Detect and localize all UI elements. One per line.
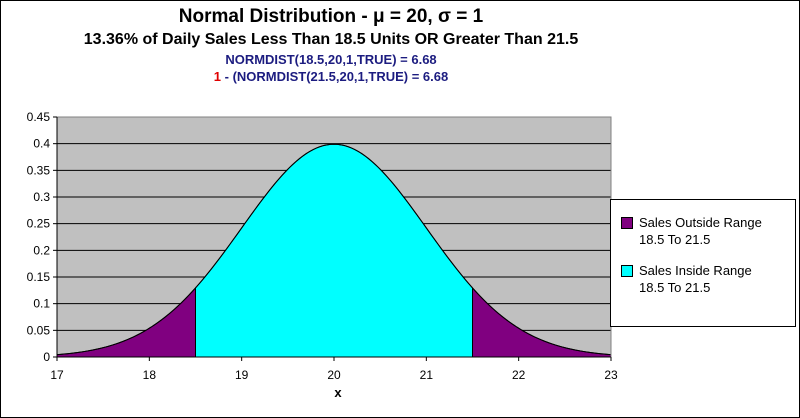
y-tick-label: 0.35 [27,163,51,177]
legend-label-inside-line1: Sales Inside Range [639,263,752,278]
legend-swatch-inside [621,265,633,277]
x-tick-label: 20 [327,368,341,382]
legend-item-inside: Sales Inside Range 18.5 To 21.5 [611,262,795,296]
chart-subtitle: 13.36% of Daily Sales Less Than 18.5 Uni… [83,31,579,48]
x-tick-label: 21 [420,368,434,382]
y-tick-label: 0.1 [33,297,50,311]
x-tick-label: 19 [235,368,249,382]
legend: Sales Outside Range 18.5 To 21.5 Sales I… [610,199,796,327]
annotation-line-1: NORMDIST(18.5,20,1,TRUE) = 6.68 [225,52,437,67]
x-tick-label: 22 [512,368,526,382]
legend-label-inside-line2: 18.5 To 21.5 [639,280,711,295]
x-axis-ticks: 17 18 19 20 21 22 23 [50,356,618,382]
y-axis-ticks: 0 0.05 0.1 0.15 0.2 0.25 0.3 0.35 0.4 0.45 [27,110,58,364]
y-tick-label: 0.25 [27,217,51,231]
x-tick-label: 18 [143,368,157,382]
y-tick-label: 0.05 [27,323,51,337]
legend-item-outside: Sales Outside Range 18.5 To 21.5 [611,214,795,248]
y-tick-label: 0.4 [33,137,50,151]
chart-titles: Normal Distribution - μ = 20, σ = 1 13.3… [1,5,661,85]
legend-label-outside-line1: Sales Outside Range [639,215,762,230]
legend-label-outside-line2: 18.5 To 21.5 [639,232,711,247]
x-tick-label: 17 [50,368,64,382]
x-tick-label: 23 [604,368,618,382]
y-tick-label: 0 [43,350,50,364]
x-axis-label: x [334,385,342,400]
annotation-line-2: 1 - (NORMDIST(21.5,20,1,TRUE) = 6.68 [1,68,661,85]
legend-swatch-outside [621,217,633,229]
annotation-line-2-prefix: 1 [213,69,222,84]
annotation-line-2-rest: - (NORMDIST(21.5,20,1,TRUE) = 6.68 [221,69,449,84]
y-tick-label: 0.2 [33,243,50,257]
distribution-curve [56,143,612,356]
y-tick-label: 0.45 [27,110,51,124]
chart-title: Normal Distribution - μ = 20, σ = 1 [178,6,484,27]
y-tick-label: 0.15 [27,270,51,284]
y-tick-label: 0.3 [33,190,50,204]
